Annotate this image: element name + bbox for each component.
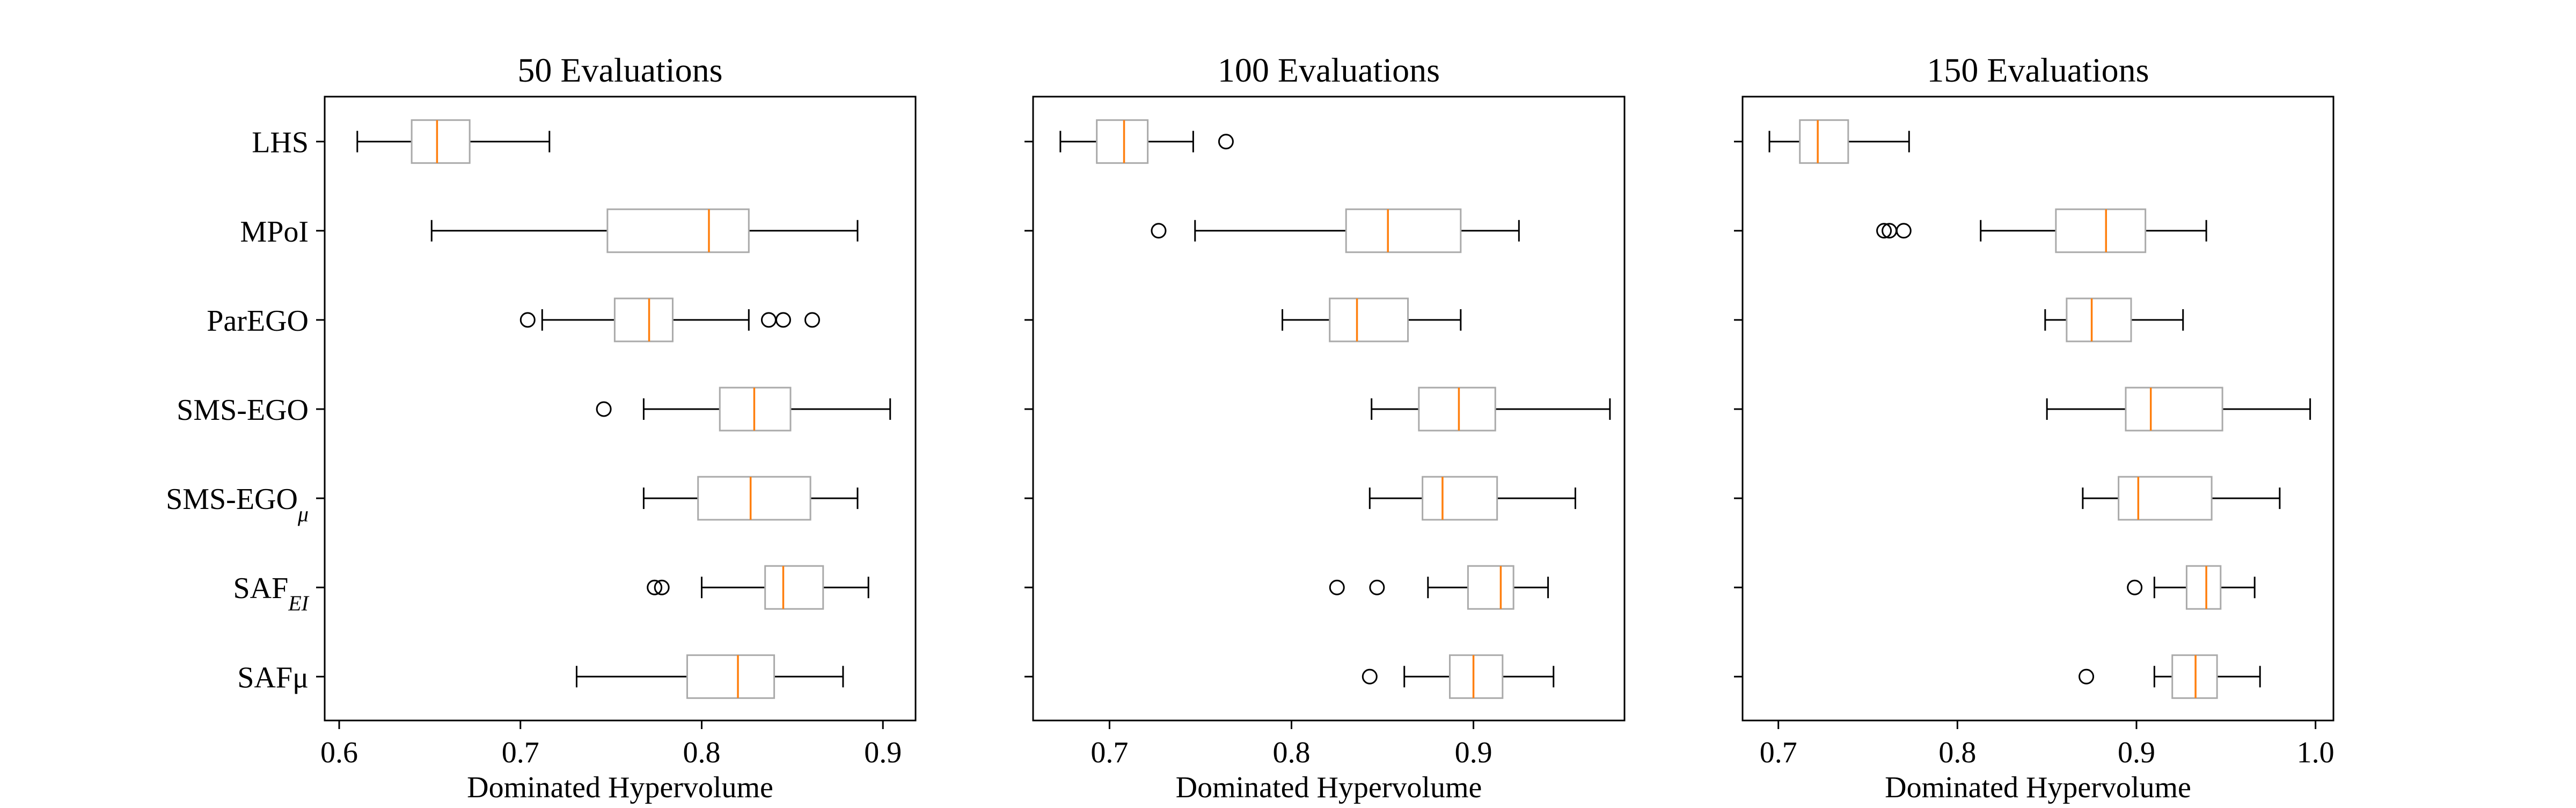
box-6 bbox=[2127, 565, 2256, 610]
box-2 bbox=[1151, 208, 1520, 253]
box-body bbox=[2055, 208, 2147, 253]
x-tick-label: 0.9 bbox=[1455, 736, 1492, 769]
outlier-point bbox=[1218, 134, 1234, 150]
category-label-3: ParEGO bbox=[207, 304, 309, 338]
chart-title: 150 Evaluations bbox=[1927, 51, 2149, 89]
x-tick-label: 0.8 bbox=[1938, 736, 1976, 769]
box-1 bbox=[1059, 119, 1234, 164]
outlier-point bbox=[1362, 668, 1378, 685]
box-body bbox=[1448, 654, 1504, 699]
outlier-point bbox=[654, 579, 670, 595]
category-label-subscript: EI bbox=[288, 591, 309, 615]
box-body bbox=[2125, 387, 2223, 432]
outlier-point bbox=[760, 312, 777, 328]
category-label-subscript: μ bbox=[297, 502, 309, 526]
box-body bbox=[606, 208, 750, 253]
outlier-point bbox=[804, 312, 820, 328]
category-label-1: LHS bbox=[252, 126, 309, 159]
outlier-point bbox=[2079, 668, 2095, 685]
category-label-text: MPoI bbox=[240, 215, 309, 249]
box-4 bbox=[1371, 387, 1611, 432]
outlier-point bbox=[1369, 579, 1385, 595]
outlier-point bbox=[1151, 223, 1167, 239]
x-axis-label: Dominated Hypervolume bbox=[1885, 771, 2191, 804]
box-body bbox=[1422, 476, 1498, 521]
outlier-point bbox=[596, 401, 612, 417]
box-body bbox=[1345, 208, 1462, 253]
box-4 bbox=[596, 387, 891, 432]
box-7 bbox=[1362, 654, 1555, 699]
chart-title: 50 Evaluations bbox=[517, 51, 722, 89]
box-body bbox=[613, 297, 674, 343]
box-body bbox=[2185, 565, 2222, 610]
x-tick-label: 0.7 bbox=[502, 736, 539, 769]
box-body bbox=[764, 565, 824, 610]
box-5 bbox=[1368, 476, 1576, 521]
box-2 bbox=[430, 208, 859, 253]
x-axis-label: Dominated Hypervolume bbox=[467, 771, 773, 804]
box-1 bbox=[356, 119, 551, 164]
box-6 bbox=[1329, 565, 1549, 610]
box-3 bbox=[2044, 297, 2184, 343]
box-body bbox=[686, 654, 775, 699]
box-body bbox=[1799, 119, 1849, 164]
category-label-text: SAF bbox=[233, 572, 289, 605]
box-body bbox=[1096, 119, 1149, 164]
category-label-text: SMS-EGO bbox=[166, 483, 298, 516]
category-label-text: ParEGO bbox=[207, 304, 309, 338]
outlier-point bbox=[775, 312, 791, 328]
box-body bbox=[1418, 387, 1496, 432]
box-body bbox=[2066, 297, 2132, 343]
box-body bbox=[411, 119, 471, 164]
chart-title: 100 Evaluations bbox=[1218, 51, 1440, 89]
category-label-6: SAFEI bbox=[233, 572, 310, 615]
box-2 bbox=[1876, 208, 2207, 253]
x-tick-label: 0.8 bbox=[683, 736, 720, 769]
chart-panel-1: 50 Evaluations 0.6 0.7 0.8 0.9 Dominated Hype… bbox=[166, 51, 917, 804]
outlier-point bbox=[1876, 223, 1892, 239]
box-5 bbox=[2082, 476, 2281, 521]
outlier-point bbox=[2127, 579, 2143, 595]
category-label-text: SAFμ bbox=[237, 661, 309, 694]
box-5 bbox=[642, 476, 859, 521]
box-6 bbox=[647, 565, 869, 610]
box-3 bbox=[519, 297, 820, 343]
x-tick-label: 0.7 bbox=[1091, 736, 1128, 769]
x-tick-label: 0.6 bbox=[320, 736, 358, 769]
x-tick-label: 0.9 bbox=[864, 736, 902, 769]
category-label-7: SAFμ bbox=[237, 661, 309, 694]
box-1 bbox=[1768, 119, 1910, 164]
box-7 bbox=[575, 654, 844, 699]
outlier-point bbox=[1896, 223, 1912, 239]
category-label-4: SMS-EGO bbox=[177, 394, 309, 427]
box-body bbox=[1467, 565, 1514, 610]
category-label-2: MPoI bbox=[240, 215, 309, 249]
category-label-text: LHS bbox=[252, 126, 309, 159]
outlier-point bbox=[1329, 579, 1345, 595]
box-7 bbox=[2079, 654, 2261, 699]
x-tick-label: 1.0 bbox=[2297, 736, 2334, 769]
category-label-5: SMS-EGOμ bbox=[166, 483, 309, 526]
box-body bbox=[697, 476, 811, 521]
x-axis-label: Dominated Hypervolume bbox=[1176, 771, 1482, 804]
x-tick-label: 0.8 bbox=[1272, 736, 1310, 769]
outlier-point bbox=[519, 312, 536, 328]
x-tick-label: 0.7 bbox=[1760, 736, 1797, 769]
category-label-text: SMS-EGO bbox=[177, 394, 309, 427]
box-body bbox=[1329, 297, 1409, 343]
box-4 bbox=[2046, 387, 2311, 432]
outlier-point bbox=[647, 579, 663, 595]
box-body bbox=[2118, 476, 2213, 521]
box-3 bbox=[1282, 297, 1462, 343]
chart-panel-3: 150 Evaluations 0.7 0.8 0.9 1.0 Dominated Hyp… bbox=[1734, 51, 2334, 804]
x-tick-label: 0.9 bbox=[2118, 736, 2155, 769]
